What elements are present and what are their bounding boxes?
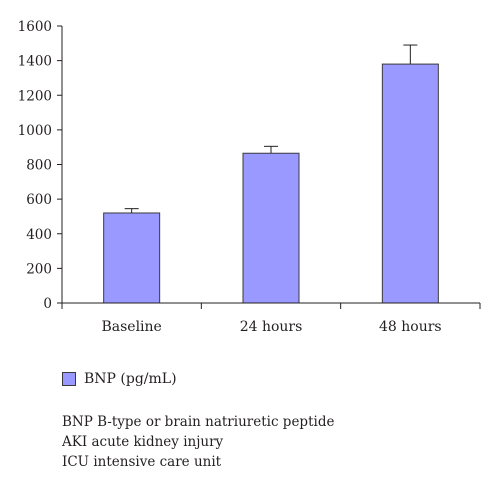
legend-swatch [62,372,76,386]
y-tick-label: 800 [26,158,52,174]
y-tick-label: 1400 [18,54,52,70]
y-tick-label: 1000 [18,123,52,139]
legend: BNP (pg/mL) [62,371,177,387]
x-tick-label: 48 hours [379,319,442,335]
bars-group [103,44,439,304]
footnote-icu: ICU intensive care unit [62,454,222,470]
y-tick-label: 600 [26,192,52,208]
bar [381,63,439,304]
y-tick-label: 1200 [18,88,52,104]
x-axis: Baseline 24 hours 48 hours [61,303,481,335]
x-tick-label: 24 hours [240,319,303,335]
y-tick-label: 200 [26,261,52,277]
y-tick-label: 0 [43,296,52,312]
footnote-bnp: BNP B-type or brain natriuretic peptide [62,414,335,430]
bar [103,212,161,304]
bar [242,152,300,304]
bar-chart: 0 200 400 600 800 1000 1200 1400 1600 Baseline 24… [18,19,481,335]
y-tick-label: 1600 [18,19,52,35]
footnote-aki: AKI acute kidney injury [62,434,224,450]
x-tick-label: Baseline [101,319,161,335]
y-tick-label: 400 [26,227,52,243]
legend-label: BNP (pg/mL) [84,371,177,387]
y-axis: 0 200 400 600 800 1000 1200 1400 1600 [18,19,62,312]
footnotes: BNP B-type or brain natriuretic peptide … [62,412,334,472]
